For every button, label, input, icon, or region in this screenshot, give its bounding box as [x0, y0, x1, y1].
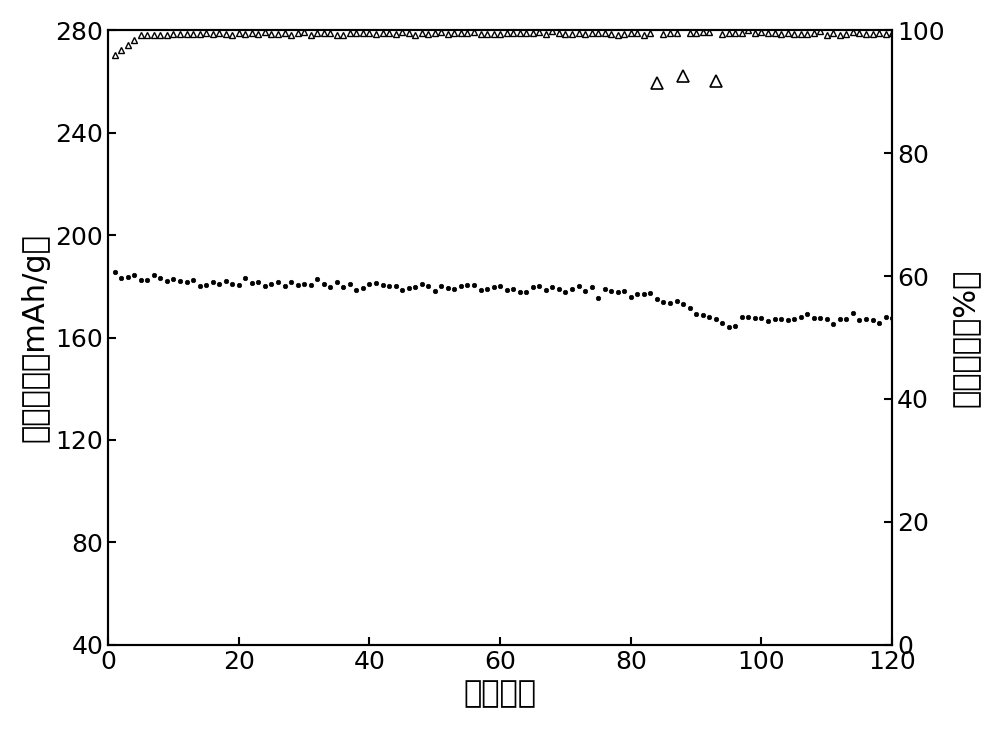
Y-axis label: 放电容量（mAh/g）: 放电容量（mAh/g） [21, 233, 50, 442]
Y-axis label: 库伦效率（%）: 库伦效率（%） [950, 268, 979, 407]
X-axis label: 循环圈数: 循环圈数 [464, 679, 537, 708]
